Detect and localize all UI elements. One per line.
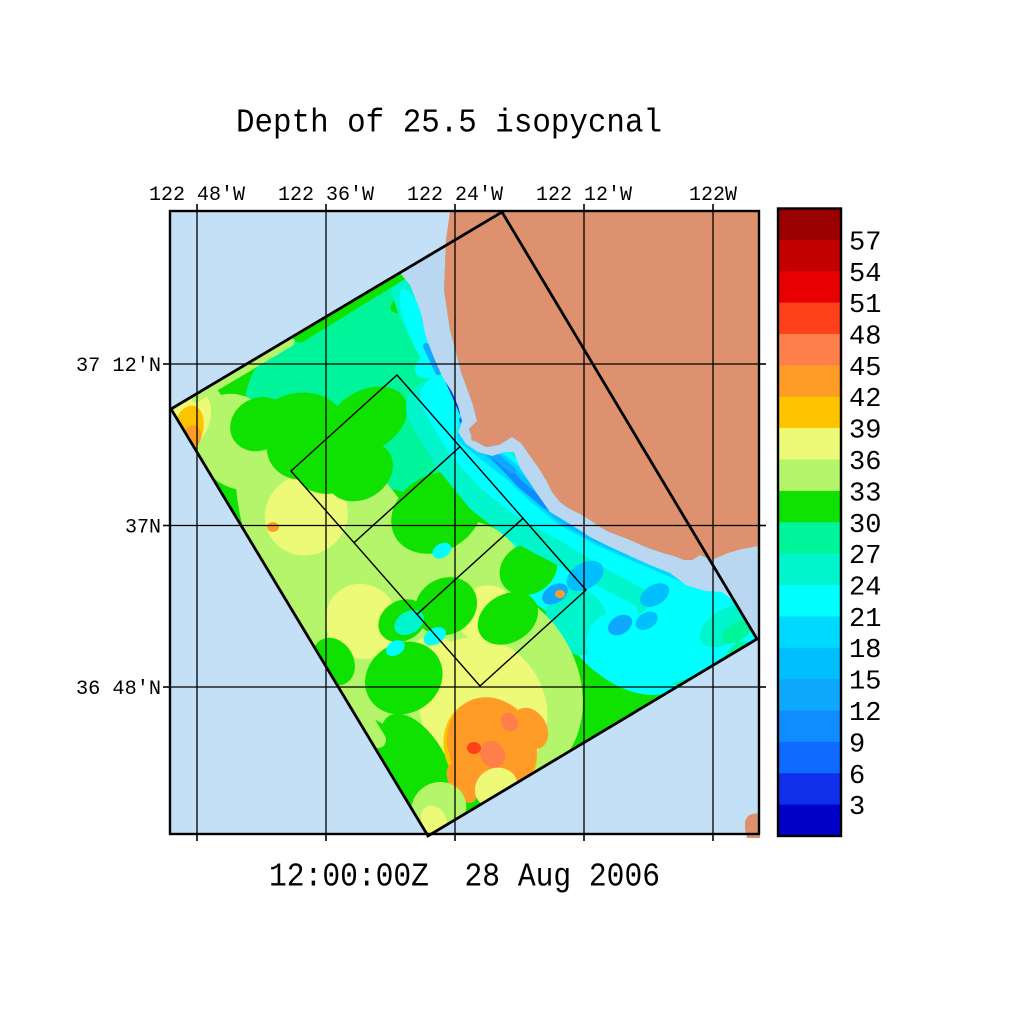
svg-text:36: 36 — [849, 448, 881, 478]
svg-text:12:00:00Z 28 Aug 2006: 12:00:00Z 28 Aug 2006 — [269, 859, 660, 896]
svg-text:48: 48 — [849, 323, 881, 353]
svg-text:122 48'W: 122 48'W — [149, 184, 245, 207]
svg-text:3: 3 — [849, 793, 865, 823]
svg-text:51: 51 — [849, 291, 881, 321]
svg-text:18: 18 — [849, 636, 881, 666]
svg-text:21: 21 — [849, 605, 881, 635]
svg-text:122 24'W: 122 24'W — [407, 184, 503, 207]
svg-text:122 12'W: 122 12'W — [536, 184, 632, 207]
svg-text:54: 54 — [849, 260, 881, 290]
svg-text:42: 42 — [849, 385, 881, 415]
svg-text:122 36'W: 122 36'W — [278, 184, 374, 207]
svg-text:37N: 37N — [125, 517, 161, 540]
svg-text:24: 24 — [849, 574, 881, 604]
svg-text:36 48'N: 36 48'N — [76, 678, 161, 701]
svg-text:12: 12 — [849, 699, 881, 729]
svg-text:30: 30 — [849, 511, 881, 541]
svg-text:6: 6 — [849, 762, 865, 792]
svg-text:15: 15 — [849, 668, 881, 698]
svg-text:33: 33 — [849, 479, 881, 509]
svg-text:37 12'N: 37 12'N — [76, 355, 161, 378]
svg-text:Depth of 25.5 isopycnal: Depth of 25.5 isopycnal — [236, 105, 662, 142]
svg-text:45: 45 — [849, 354, 881, 384]
svg-text:57: 57 — [849, 228, 881, 258]
svg-text:122W: 122W — [689, 184, 737, 207]
svg-text:39: 39 — [849, 417, 881, 447]
svg-text:27: 27 — [849, 542, 881, 572]
svg-text:9: 9 — [849, 730, 865, 760]
